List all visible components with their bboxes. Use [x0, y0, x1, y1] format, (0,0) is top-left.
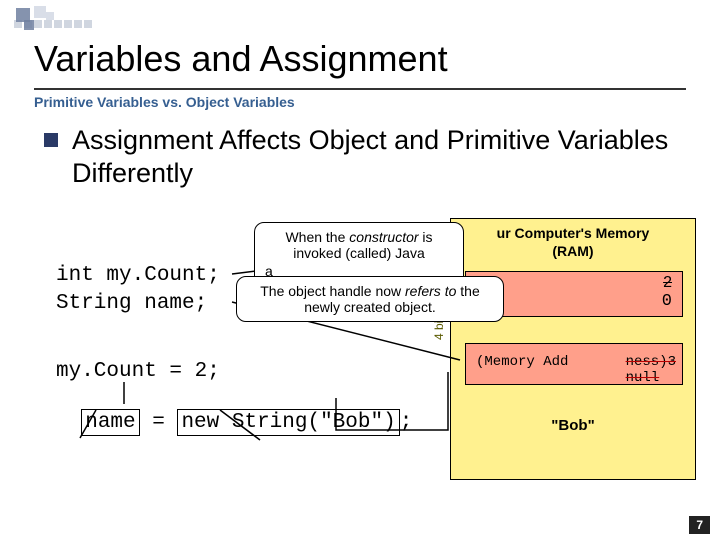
memory-heading: ur Computer's Memory (RAM)	[451, 225, 695, 260]
code-frag-name: name	[81, 409, 139, 436]
callout-handle: The object handle now refers to the newl…	[236, 276, 504, 322]
corner-decoration	[6, 6, 146, 34]
crumb-row	[14, 20, 234, 26]
memory-heading-l2: (RAM)	[552, 243, 593, 259]
code-frag-eq: =	[140, 411, 178, 434]
bullet-text: Assignment Affects Object and Primitive …	[72, 124, 684, 190]
title-rule	[34, 88, 686, 90]
cell1-old-value: 2	[663, 274, 672, 292]
slide-title: Variables and Assignment	[34, 38, 448, 80]
code-assign-2: name = new String("Bob");	[56, 388, 412, 434]
memory-cell-2: (Memory Add ness)3 null	[465, 343, 683, 385]
code-decl-int: int my.Count;	[56, 264, 220, 287]
cell1-new-value: 0	[662, 292, 672, 311]
bullet-1: Assignment Affects Object and Primitive …	[44, 124, 684, 190]
cell2-strike: ness)3 null	[626, 354, 676, 386]
memory-panel: ur Computer's Memory (RAM) 2 0 (Memory A…	[450, 218, 696, 480]
code-frag-semi: ;	[400, 411, 413, 434]
page-number: 7	[689, 516, 710, 534]
side-label-bytes: 4 bites	[432, 322, 512, 340]
code-decl-string: String name;	[56, 292, 207, 315]
slide-subtitle: Primitive Variables vs. Object Variables	[34, 94, 295, 110]
code-frag-new: new String("Bob")	[177, 409, 399, 436]
bob-label: "Bob"	[451, 417, 695, 434]
memory-heading-l1: ur Computer's Memory	[497, 225, 650, 241]
bullet-icon	[44, 133, 58, 147]
code-assign-1: my.Count = 2;	[56, 360, 220, 383]
cell2-label: (Memory Add	[476, 354, 568, 370]
